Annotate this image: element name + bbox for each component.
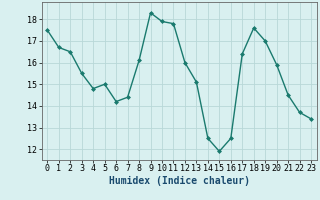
X-axis label: Humidex (Indice chaleur): Humidex (Indice chaleur) (109, 176, 250, 186)
